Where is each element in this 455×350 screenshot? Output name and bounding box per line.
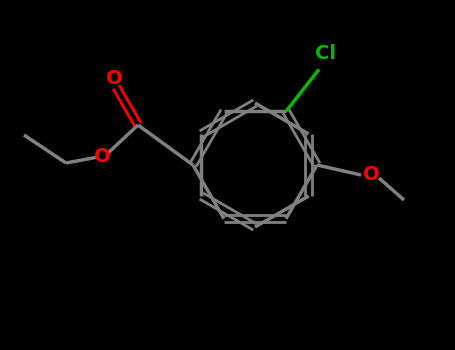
Text: Cl: Cl xyxy=(315,44,337,63)
Text: O: O xyxy=(106,70,122,89)
Text: O: O xyxy=(363,166,379,184)
Text: O: O xyxy=(94,147,110,167)
